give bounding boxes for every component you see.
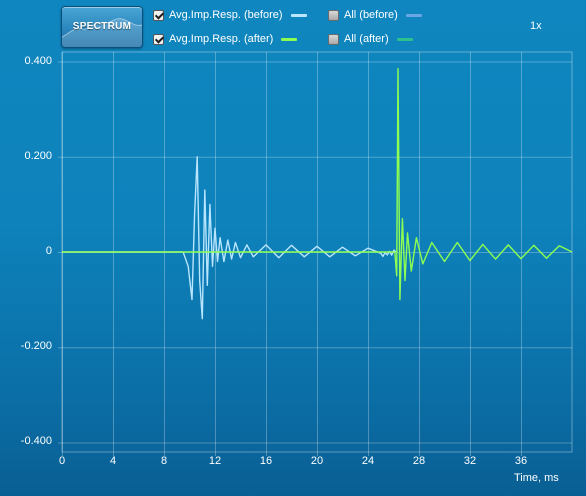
y-tick-label: -0.400 [20, 435, 52, 448]
checkbox-all-after[interactable] [328, 33, 339, 45]
y-tick-label: 0.200 [24, 149, 52, 162]
legend-avg-after[interactable]: Avg.Imp.Resp. (after) [153, 32, 298, 46]
spectrum-graph-icon [62, 18, 142, 47]
x-tick-label: 8 [160, 455, 168, 467]
legend-all-before[interactable]: All (before) [328, 8, 422, 22]
x-tick-label: 20 [310, 455, 324, 467]
legend-all-before-swatch [405, 13, 422, 17]
y-tick-label: -0.200 [20, 340, 52, 353]
legend-avg-after-swatch [281, 37, 298, 41]
legend-all-after-label: All (after) [344, 33, 389, 45]
legend-avg-after-label: Avg.Imp.Resp. (after) [169, 33, 274, 45]
y-tick-label: 0.400 [24, 54, 52, 67]
zoom-level[interactable]: 1x [530, 20, 542, 32]
x-tick-label: 4 [109, 455, 117, 467]
series-line-avg-after [62, 68, 573, 301]
legend-all-before-label: All (before) [344, 9, 398, 21]
x-tick-label: 24 [361, 455, 375, 467]
toolbar: SPECTRUM Avg.Imp.Resp. (before) All (bef… [0, 0, 586, 52]
series-line-avg-before [62, 156, 397, 320]
spectrum-button[interactable]: SPECTRUM [61, 6, 143, 48]
y-tick-label: 0 [45, 245, 52, 257]
legend-avg-before[interactable]: Avg.Imp.Resp. (before) [153, 8, 307, 22]
checkbox-avg-before[interactable] [153, 9, 164, 21]
x-tick-label: 36 [514, 455, 528, 467]
checkbox-avg-after[interactable] [153, 33, 164, 45]
x-tick-label: 28 [412, 455, 426, 467]
legend-avg-before-swatch [290, 13, 307, 17]
spectrum-button-label: SPECTRUM [72, 21, 132, 32]
legend-all-after[interactable]: All (after) [328, 32, 413, 46]
checkbox-all-before[interactable] [328, 9, 339, 21]
x-tick-label: 12 [208, 455, 222, 467]
x-tick-label: 32 [463, 455, 477, 467]
x-tick-label: 16 [259, 455, 273, 467]
legend-avg-before-label: Avg.Imp.Resp. (before) [169, 9, 283, 21]
x-axis-label: Time, ms [514, 472, 559, 484]
legend-all-after-swatch [396, 37, 413, 41]
x-tick-label: 0 [58, 455, 66, 467]
